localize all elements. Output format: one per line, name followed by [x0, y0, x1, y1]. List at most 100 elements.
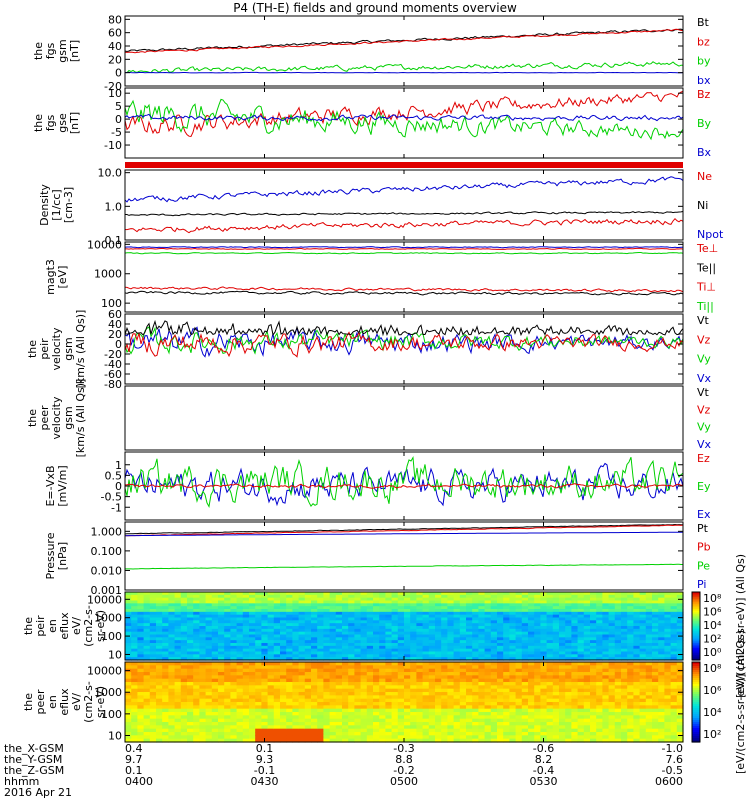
heatmap-cell	[273, 628, 281, 633]
heatmap-cell	[298, 640, 306, 644]
heatmap-cell	[137, 643, 145, 647]
heatmap-cell	[670, 654, 678, 658]
heatmap-cell	[242, 603, 250, 607]
heatmap-cell	[422, 631, 430, 636]
heatmap-cell	[509, 692, 517, 696]
y-axis-label: [nPa]	[56, 542, 69, 570]
heatmap-cell	[546, 728, 554, 733]
heatmap-cell	[583, 675, 591, 680]
heatmap-cell	[670, 648, 678, 653]
heatmap-cell	[540, 725, 548, 730]
heatmap-cell	[447, 662, 455, 666]
heatmap-cell	[224, 695, 231, 700]
heatmap-cell	[199, 643, 207, 647]
heatmap-cell	[453, 631, 461, 636]
heatmap-cell	[608, 732, 616, 736]
heatmap-cell	[385, 675, 393, 680]
heatmap-cell	[664, 722, 672, 726]
heatmap-cell	[224, 637, 231, 641]
heatmap-cell	[242, 606, 250, 610]
heatmap-cell	[162, 620, 169, 624]
y-tick-label: -60	[104, 368, 122, 381]
y-tick-label: -10	[104, 139, 122, 152]
heatmap-cell	[416, 725, 424, 730]
heatmap-cell	[478, 712, 486, 716]
heatmap-cell	[447, 718, 455, 723]
heatmap-cell	[131, 620, 138, 624]
heatmap-cell	[323, 594, 331, 599]
heatmap-cell	[453, 725, 461, 730]
heatmap-cell	[323, 623, 331, 627]
heatmap-cell	[472, 617, 479, 621]
heatmap-cell	[441, 640, 448, 644]
legend-entry: Ti⊥	[696, 281, 716, 294]
heatmap-cell	[242, 657, 250, 661]
heatmap-cell	[453, 728, 461, 733]
heatmap-cell	[317, 609, 324, 613]
heatmap-cell	[193, 594, 200, 599]
heatmap-cell	[540, 698, 548, 703]
heatmap-cell	[645, 611, 653, 616]
heatmap-cell	[242, 640, 250, 644]
heatmap-cell	[348, 648, 355, 653]
heatmap-cell	[311, 614, 318, 619]
heatmap-cell	[503, 628, 510, 633]
heatmap-cell	[236, 688, 244, 693]
heatmap-cell	[676, 715, 684, 720]
heatmap-cell	[230, 725, 238, 730]
heatmap-cell	[621, 643, 628, 647]
heatmap-cell	[348, 620, 355, 624]
heatmap-cell	[335, 617, 343, 621]
heatmap-cell	[137, 705, 145, 710]
heatmap-cell	[571, 738, 579, 743]
heatmap-cell	[298, 685, 306, 690]
heatmap-cell	[552, 722, 560, 726]
heatmap-cell	[670, 592, 678, 596]
heatmap-cell	[645, 628, 653, 633]
heatmap-cell	[391, 643, 399, 647]
heatmap-cell	[211, 623, 219, 627]
heatmap-cell	[162, 634, 169, 638]
heatmap-cell	[193, 715, 200, 720]
heatmap-cell	[255, 712, 262, 716]
heatmap-cell	[156, 732, 163, 736]
heatmap-cell	[224, 597, 231, 602]
y-tick-label: 10.0	[98, 167, 123, 180]
heatmap-cell	[187, 672, 194, 676]
heatmap-cell	[497, 628, 504, 633]
heatmap-cell	[180, 645, 188, 650]
heatmap-cell	[459, 715, 467, 720]
heatmap-cell	[397, 606, 405, 610]
heatmap-cell	[670, 609, 678, 613]
heatmap-cell	[664, 631, 672, 636]
heatmap-cell	[156, 675, 163, 680]
heatmap-cell	[137, 603, 145, 607]
heatmap-cell	[503, 685, 510, 690]
heatmap-cell	[676, 623, 684, 627]
heatmap-cell	[180, 611, 188, 616]
heatmap-cell	[366, 715, 374, 720]
heatmap-cell	[218, 698, 225, 703]
heatmap-cell	[317, 662, 324, 666]
heatmap-cell	[280, 637, 287, 641]
heatmap-cell	[156, 678, 163, 683]
heatmap-cell	[230, 645, 238, 650]
heatmap-cell	[633, 675, 641, 680]
heatmap-cell	[193, 637, 200, 641]
heatmap-cell	[354, 594, 362, 599]
heatmap-cell	[546, 708, 554, 713]
heatmap-cell	[614, 645, 622, 650]
heatmap-cell	[348, 668, 355, 673]
heatmap-cell	[441, 648, 448, 653]
y-tick-label: 40	[108, 40, 122, 53]
heatmap-cell	[540, 609, 548, 613]
heatmap-cell	[521, 718, 529, 723]
heatmap-cell	[559, 657, 566, 661]
heatmap-cell	[230, 651, 238, 655]
heatmap-cell	[552, 645, 560, 650]
heatmap-cell	[639, 662, 647, 666]
heatmap-cell	[335, 634, 343, 638]
heatmap-cell	[273, 594, 281, 599]
heatmap-cell	[137, 651, 145, 655]
heatmap-cell	[639, 718, 647, 723]
